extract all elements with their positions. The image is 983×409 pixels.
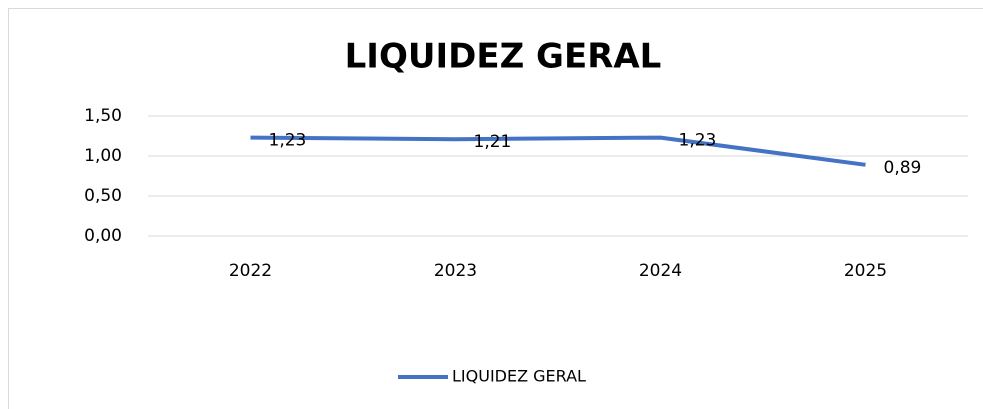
- chart-title: LIQUIDEZ GERAL: [345, 37, 662, 77]
- data-label: 0,89: [884, 158, 922, 178]
- x-tick-label: 2025: [844, 261, 887, 281]
- data-line: [250, 135, 866, 167]
- data-label: 1,21: [474, 132, 512, 152]
- y-tick-label: 0,00: [84, 226, 122, 246]
- x-tick-label: 2024: [639, 261, 682, 281]
- chart-border: [8, 8, 983, 409]
- y-tick-label: 1,50: [84, 106, 122, 126]
- y-tick-label: 1,00: [84, 146, 122, 166]
- data-label: 1,23: [679, 131, 717, 151]
- data-label: 1,23: [269, 131, 307, 151]
- y-tick-label: 0,50: [84, 186, 122, 206]
- x-tick-label: 2023: [434, 261, 477, 281]
- legend-label: LIQUIDEZ GERAL: [452, 367, 586, 386]
- x-tick-label: 2022: [229, 261, 272, 281]
